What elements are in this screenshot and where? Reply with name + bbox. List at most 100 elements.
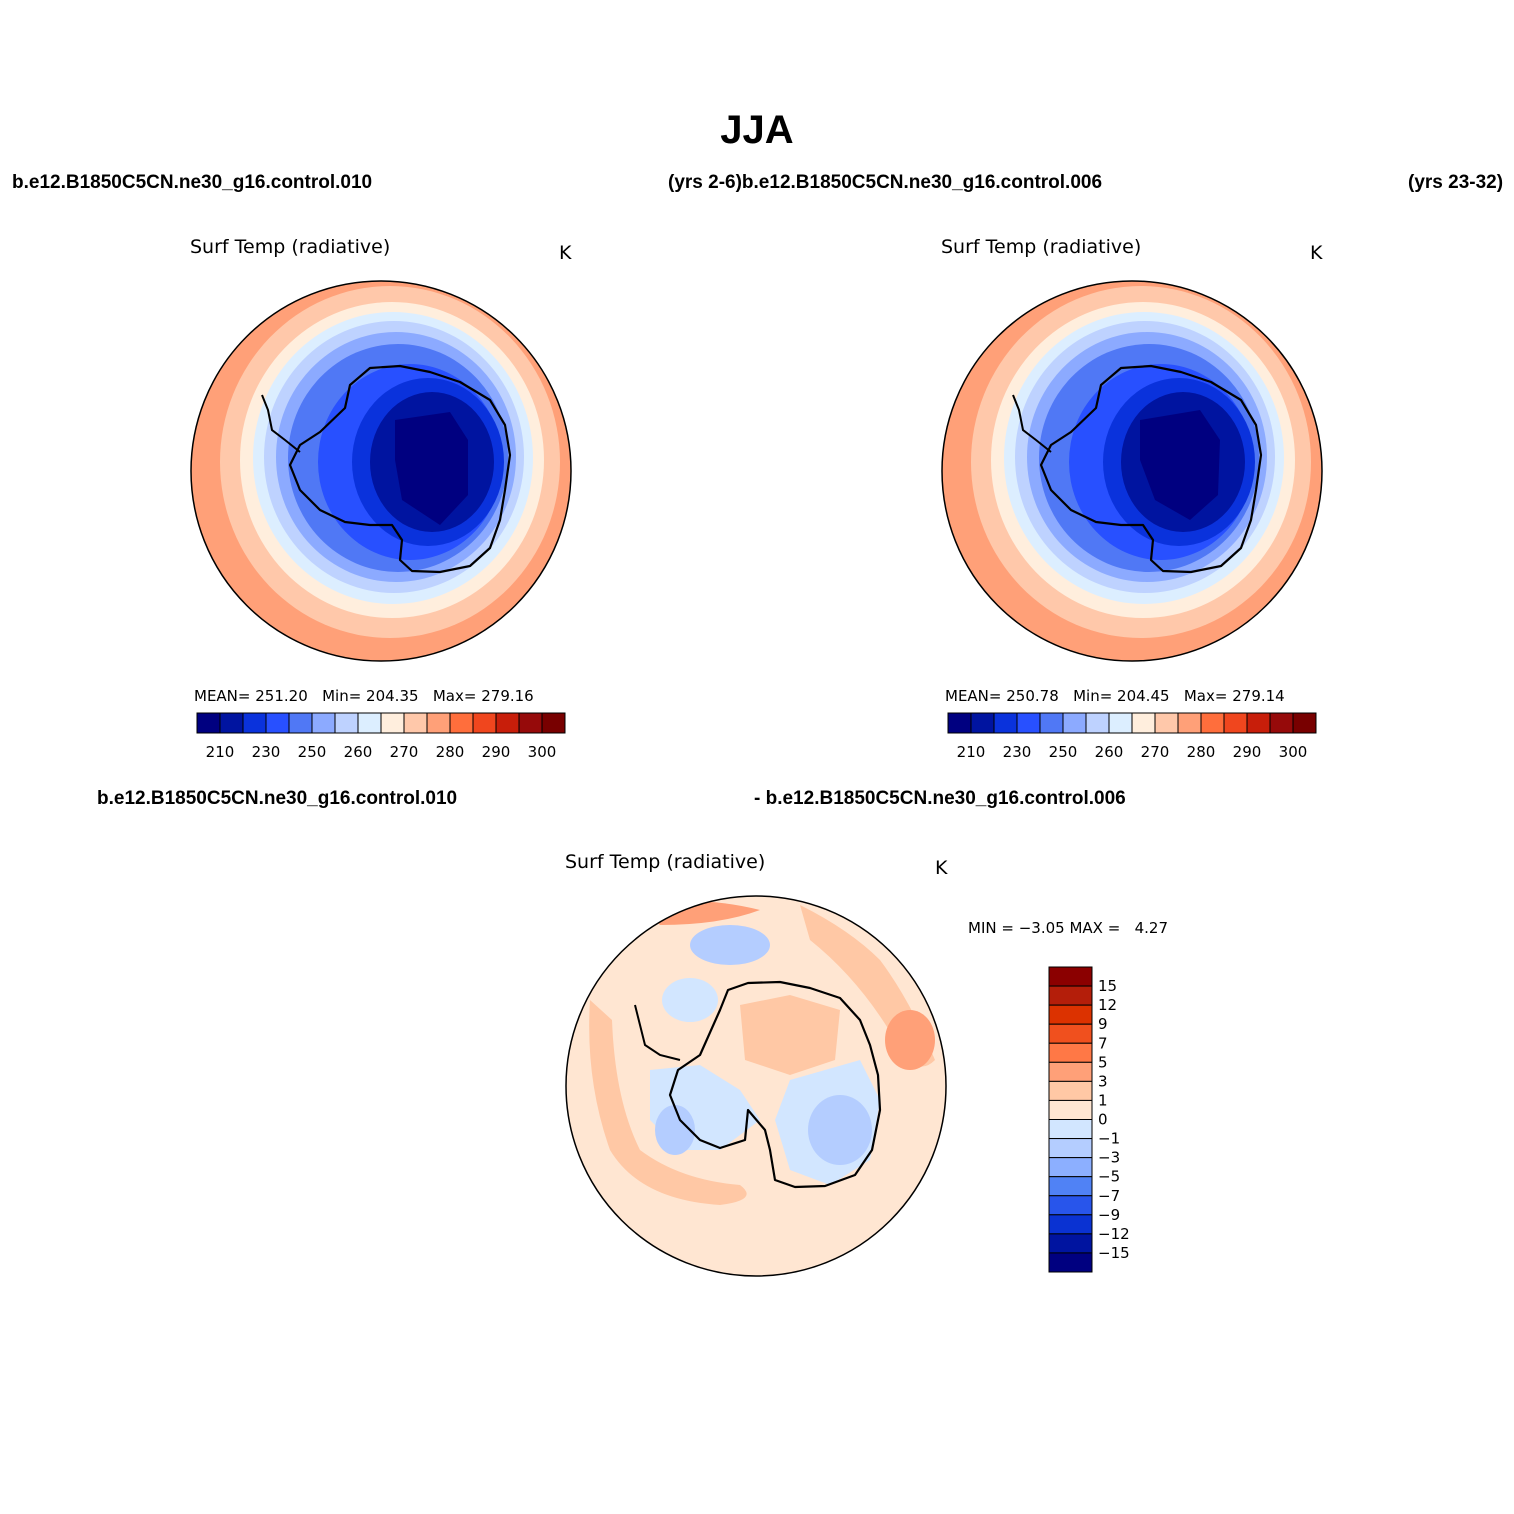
panel3-cool-patch-left — [662, 978, 718, 1022]
panel2-colorbar-swatch — [1292, 712, 1317, 734]
bottom-mid-case-label: - b.e12.B1850C5CN.ne30_g16.control.006 — [754, 788, 1126, 809]
panel3-min-value: −3.05 — [1018, 919, 1065, 937]
panel1-colorbar-swatch — [288, 712, 313, 734]
panel2-colorbar-swatch — [1016, 712, 1041, 734]
panel3-colorbar-swatch — [1048, 1042, 1093, 1063]
panel3-title: Surf Temp (radiative) — [565, 851, 766, 873]
panel1-units: K — [559, 242, 572, 264]
panel3-cool-patch-top — [690, 925, 770, 965]
panel1-colorbar-swatch — [380, 712, 405, 734]
panel3-map-border — [565, 895, 947, 1277]
panel1-colorbar-swatch — [449, 712, 474, 734]
panel3-cool-east-inner — [808, 1095, 872, 1165]
panel2-colorbar-tick-label: 250 — [1049, 743, 1078, 761]
panel1-title: Surf Temp (radiative) — [190, 236, 391, 258]
panel1-colorbar-swatch — [403, 712, 428, 734]
panel1-colorbar-swatch — [196, 712, 221, 734]
panel3-map — [566, 896, 946, 1276]
top-mid-case-label: (yrs 2-6)b.e12.B1850C5CN.ne30_g16.contro… — [668, 172, 1103, 193]
panel1-max-label: Max= — [432, 687, 477, 705]
panel3-colorbar-tick-label: −9 — [1098, 1206, 1120, 1224]
panel2-peninsula — [1012, 394, 1052, 453]
top-left-case-label: b.e12.B1850C5CN.ne30_g16.control.010 — [12, 172, 373, 193]
panel3-colorbar-tick-label: 3 — [1098, 1072, 1108, 1090]
panel1-stats: MEAN= 251.20 Min= 204.35 Max= 279.16 — [194, 687, 534, 705]
panel1-colorbar-tick-label: 260 — [344, 743, 373, 761]
bottom-left-case-label: b.e12.B1850C5CN.ne30_g16.control.010 — [97, 788, 458, 809]
panel1-colorbar-swatch — [426, 712, 451, 734]
panel2-min-value: 204.45 — [1117, 687, 1170, 705]
panel2-colorbar-swatch — [1131, 712, 1156, 734]
panel3-max-label: MAX = — [1069, 919, 1121, 937]
panel2-colorbar-swatch — [1085, 712, 1110, 734]
panel3-colorbar-swatch — [1048, 985, 1093, 1006]
panel3-colorbar-swatch — [1048, 1119, 1093, 1140]
panel3-warm-arc-left — [589, 1000, 747, 1205]
panel3-warm-interior — [740, 995, 840, 1075]
panel3-colorbar-tick-label: −7 — [1098, 1187, 1120, 1205]
panel3-colorbar-swatch — [1048, 1061, 1093, 1082]
panel3-colorbar-swatch — [1048, 1004, 1093, 1025]
panel1-colorbar-swatch — [541, 712, 566, 734]
panel2-colorbar-swatch — [1246, 712, 1271, 734]
panel1-colorbar-swatch — [219, 712, 244, 734]
panel3-colorbar-swatch — [1048, 1080, 1093, 1101]
panel1-min-label: Min= — [322, 687, 362, 705]
panel1-colorbar-tick-label: 210 — [206, 743, 235, 761]
panel3-cool-west-inner — [655, 1105, 695, 1155]
panel2-colorbar-tick-label: 290 — [1233, 743, 1262, 761]
panel3-colorbar-tick-label: −3 — [1098, 1149, 1120, 1167]
panel2-colorbar-swatch — [1200, 712, 1225, 734]
panel2-units: K — [1310, 242, 1323, 264]
panel1-colorbar-swatch — [495, 712, 520, 734]
panel3-stats: MIN = −3.05 MAX = 4.27 — [968, 919, 1168, 937]
panel3-warm-patch-right — [885, 1010, 935, 1070]
panel1-coastline — [288, 364, 512, 574]
panel3-colorbar-swatch — [1048, 1252, 1093, 1273]
panel3-colorbar-tick-label: −12 — [1098, 1225, 1130, 1243]
panel1-map-border — [190, 280, 572, 662]
panel2-map-border — [941, 280, 1323, 662]
panel3-colorbar-swatch — [1048, 966, 1093, 987]
panel3-coastline — [668, 980, 882, 1189]
panel2-colorbar: 210 230 250 260 270 280 290 300 — [947, 712, 1317, 761]
panel2-max-value: 279.14 — [1232, 687, 1285, 705]
panel2-max-label: Max= — [1183, 687, 1228, 705]
panel1-cold-core — [395, 412, 468, 525]
panel1-max-value: 279.16 — [481, 687, 534, 705]
panel3-colorbar-tick-label: 7 — [1098, 1034, 1108, 1052]
panel3-colorbar-tick-label: 9 — [1098, 1015, 1108, 1033]
panel1-colorbar-swatch — [265, 712, 290, 734]
panel3-peninsula — [634, 1004, 681, 1061]
panel1-colorbar-tick-label: 270 — [390, 743, 419, 761]
panel2-mean-label: MEAN= — [945, 687, 1002, 705]
panel3-colorbar-tick-label: 15 — [1098, 977, 1117, 995]
panel2-colorbar-swatch — [1062, 712, 1087, 734]
panel1-colorbar-tick-label: 230 — [252, 743, 281, 761]
panel2-colorbar-swatch — [1039, 712, 1064, 734]
panel2-colorbar-swatch — [1177, 712, 1202, 734]
panel1-peninsula — [261, 394, 301, 453]
panel3-colorbar-tick-label: 1 — [1098, 1091, 1108, 1109]
panel2-colorbar-swatch — [1108, 712, 1133, 734]
panel3-colorbar-swatch — [1048, 1138, 1093, 1159]
panel3-colorbar-swatch — [1048, 1023, 1093, 1044]
panel2-title: Surf Temp (radiative) — [941, 236, 1142, 258]
panel3-max-value: 4.27 — [1134, 919, 1169, 937]
panel2-colorbar-swatch — [947, 712, 972, 734]
panel2-cold-core — [1140, 410, 1220, 520]
panel1-colorbar-tick-label: 250 — [298, 743, 327, 761]
panel1-mean-value: 251.20 — [255, 687, 308, 705]
panel3-colorbar-swatch — [1048, 1157, 1093, 1178]
panel1-colorbar-tick-label: 280 — [436, 743, 465, 761]
panel1-map — [191, 281, 571, 661]
panel3-colorbar-tick-label: 5 — [1098, 1053, 1108, 1071]
panel2-coastline — [1039, 364, 1263, 574]
panel3-colorbar-swatch — [1048, 1176, 1093, 1197]
panel3-colorbar-swatch — [1048, 1214, 1093, 1235]
panel2-colorbar-tick-label: 270 — [1141, 743, 1170, 761]
panel3-colorbar-swatch — [1048, 1233, 1093, 1254]
panel3-colorbar-tick-label: −1 — [1098, 1130, 1120, 1148]
